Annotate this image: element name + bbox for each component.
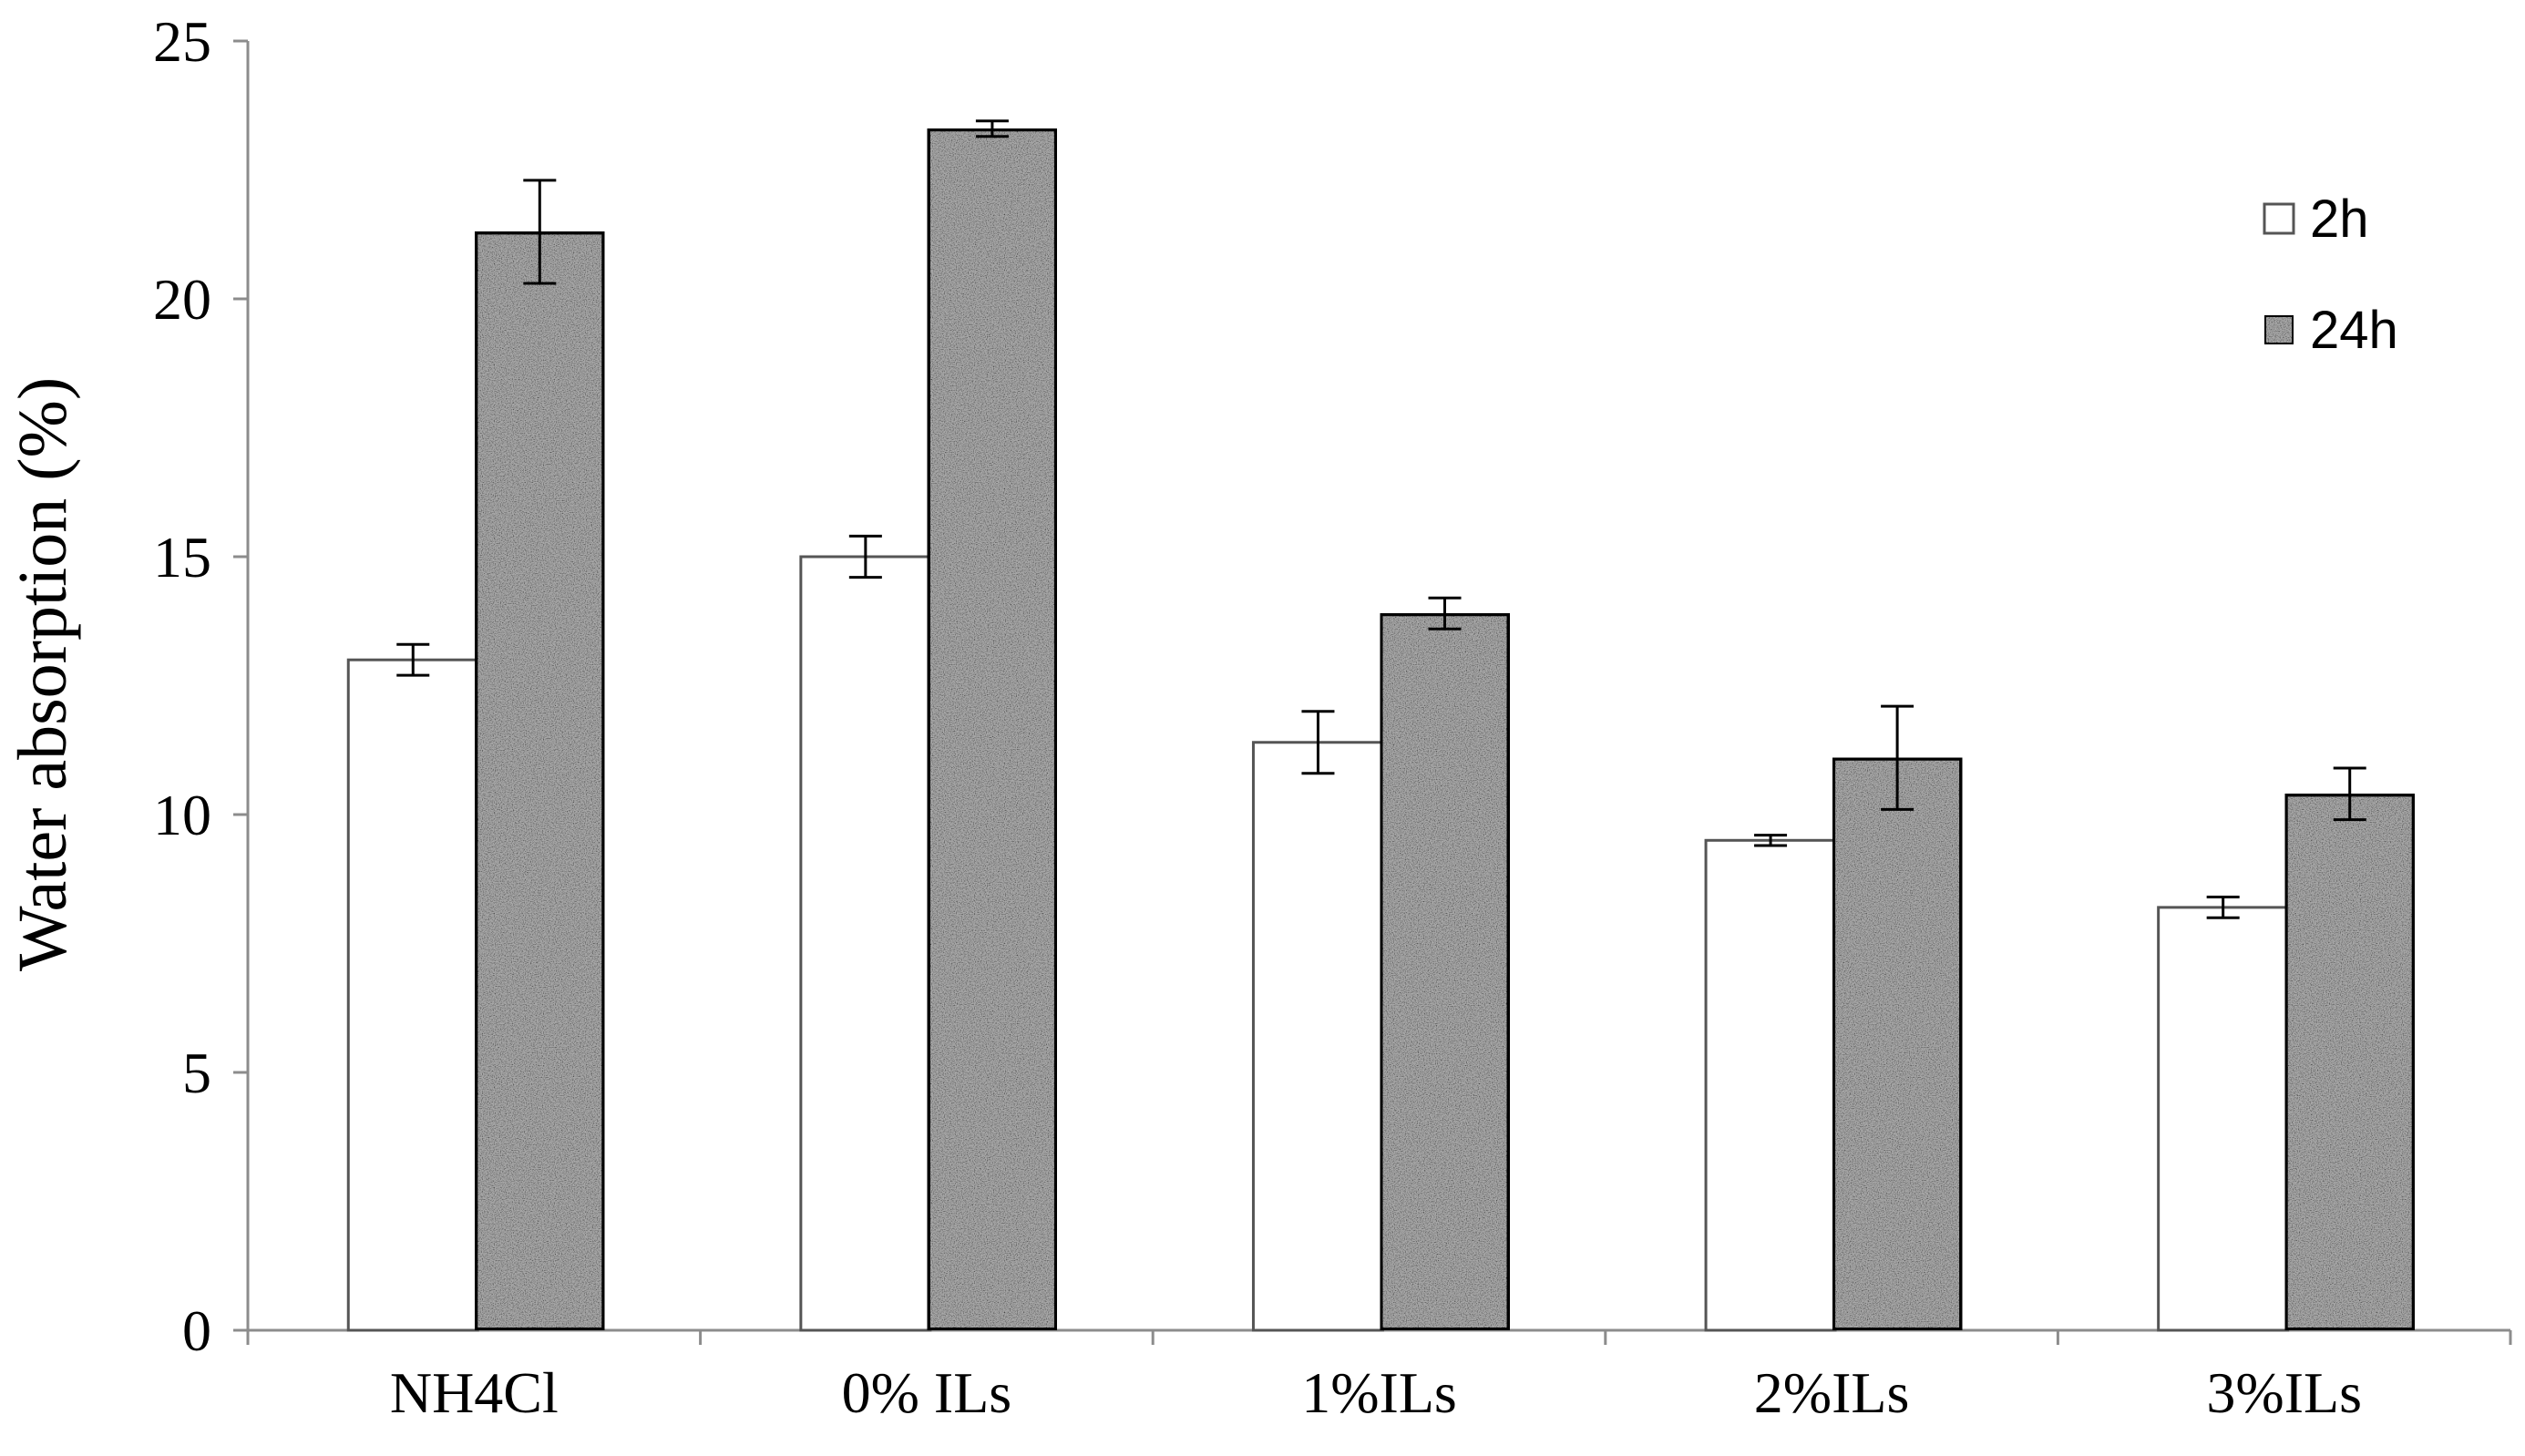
y-axis-label: Water absorption (%) — [5, 377, 81, 971]
bar-2h — [346, 658, 479, 1332]
bar-2h — [2157, 906, 2290, 1332]
x-tick-label: NH4Cl — [390, 1360, 559, 1425]
bar-24h — [472, 229, 608, 1333]
legend: 2h 24h — [2263, 190, 2398, 360]
y-tick-label: 20 — [153, 267, 211, 332]
legend-swatch-24h — [2263, 313, 2295, 346]
x-tick-label: 0% ILs — [842, 1360, 1012, 1425]
bar-24h — [1830, 754, 1966, 1333]
bar-24h — [2282, 791, 2417, 1333]
y-tick-label: 25 — [153, 9, 211, 74]
y-tick-label: 10 — [153, 783, 211, 847]
legend-swatch-2h — [2263, 202, 2295, 235]
y-tick-label: 0 — [182, 1298, 211, 1363]
bar-24h — [1377, 610, 1513, 1333]
x-tick-label: 2%ILs — [1754, 1360, 1910, 1425]
bar-2h — [1704, 838, 1837, 1332]
x-tick-label: 3%ILs — [2206, 1360, 2362, 1425]
bar-2h — [799, 555, 932, 1332]
legend-label: 2h — [2310, 190, 2369, 249]
legend-label: 24h — [2310, 301, 2398, 360]
bar-24h — [924, 126, 1060, 1334]
x-tick-label: 1%ILs — [1301, 1360, 1457, 1425]
y-tick-label: 5 — [182, 1041, 211, 1105]
y-tick-label: 15 — [153, 525, 211, 590]
bar-2h — [1251, 741, 1384, 1332]
